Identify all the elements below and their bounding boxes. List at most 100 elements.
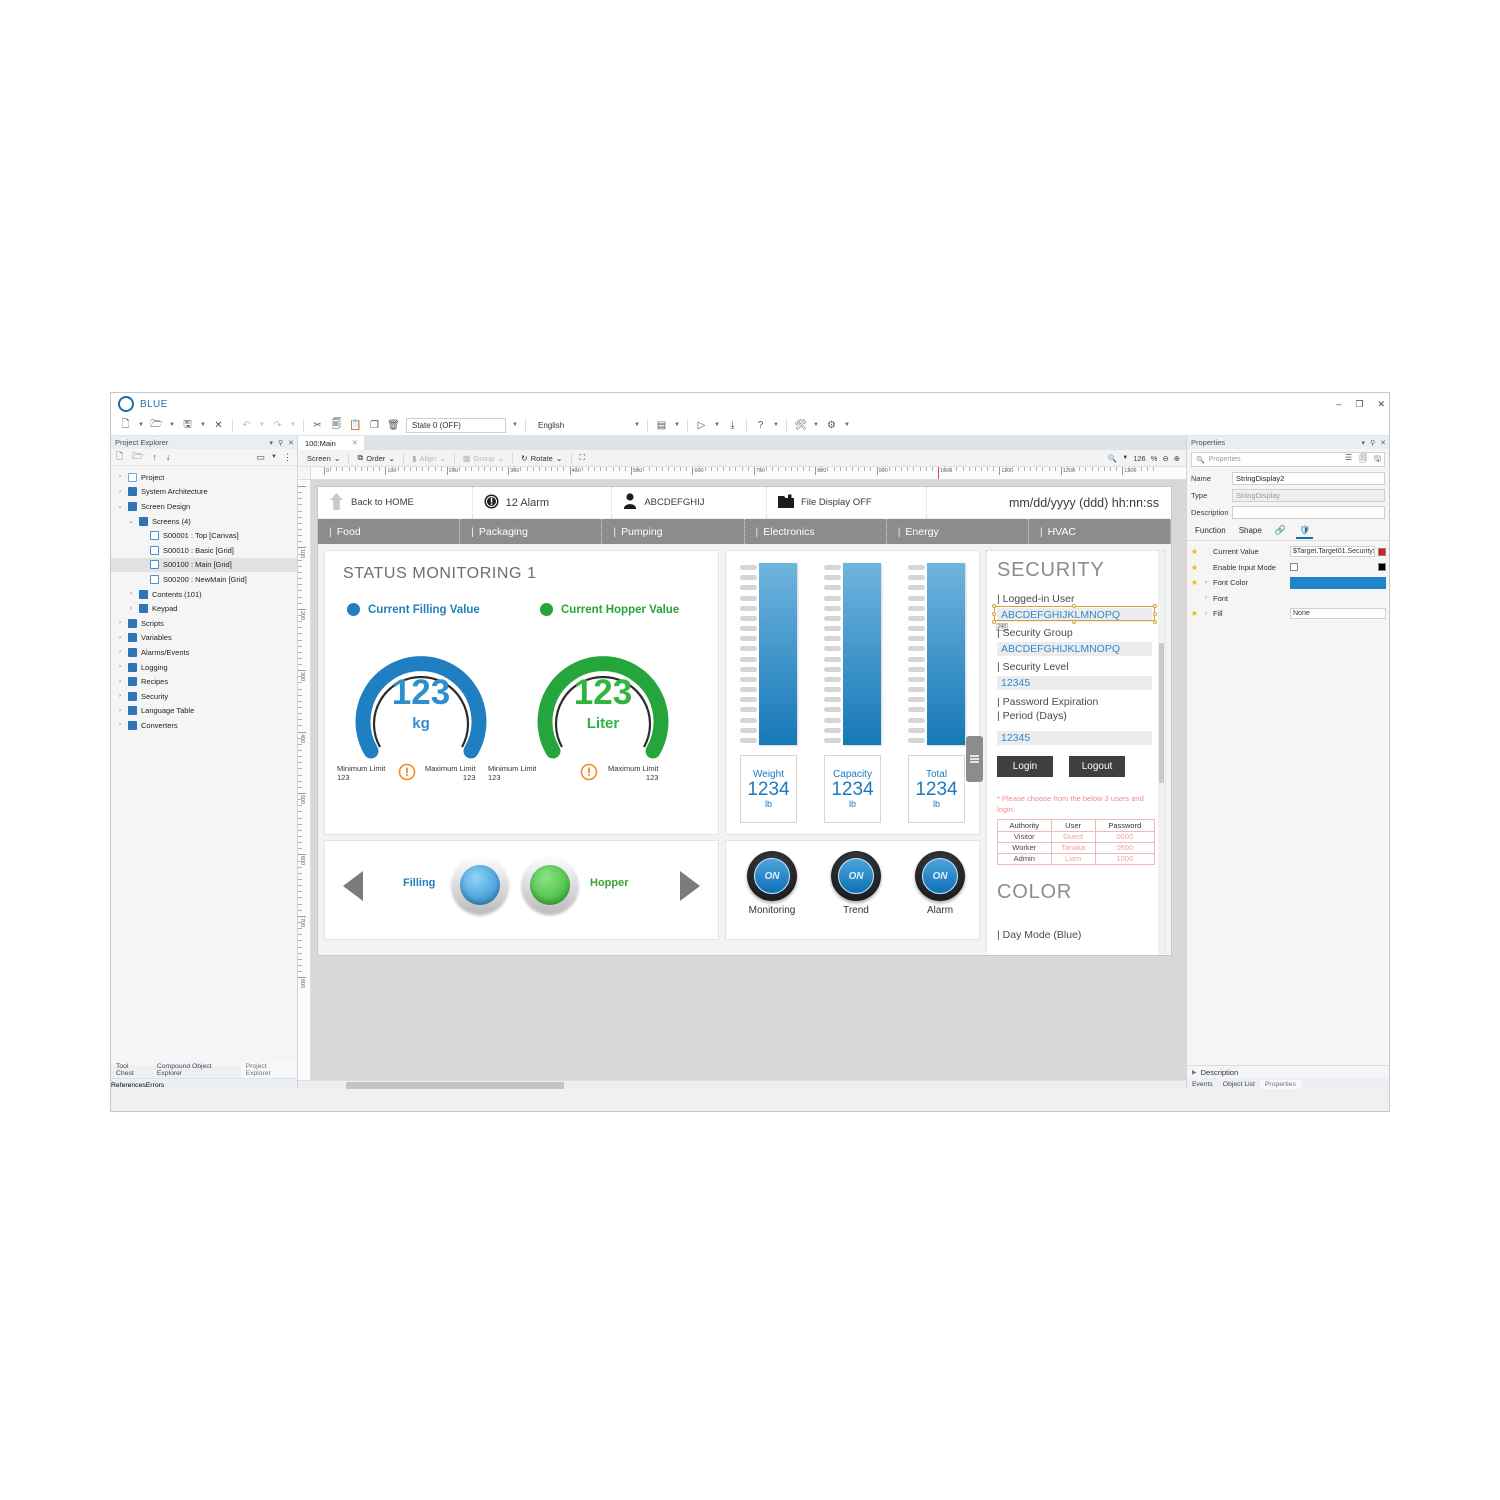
project-tree[interactable]: › Project › System Architecture ⌄ Screen Desi… [111,466,297,1066]
tools-icon[interactable]: 🛠 [794,419,807,431]
chevron-right-icon[interactable]: › [119,707,121,714]
cut-icon[interactable]: ✂ [313,419,322,431]
screen-menu[interactable]: Screen ⌄ [304,454,343,463]
selection-handle[interactable] [1153,612,1157,616]
tree-item-system-architecture[interactable]: › System Architecture [111,485,297,500]
help-chevron-down-icon[interactable]: ▼ [773,422,779,428]
chevron-right-icon[interactable]: › [119,678,121,685]
layout-chevron-down-icon[interactable]: ▼ [674,422,680,428]
save-properties-icon[interactable]: 🖫 [1374,453,1381,463]
settings-gear-icon[interactable]: ⚙ [827,419,836,431]
shield-icon[interactable]: 🛡 [1295,525,1315,539]
on-button-trend[interactable]: ON [831,851,881,901]
language-combo[interactable]: English [533,417,628,433]
new-file-icon[interactable]: 🗋 [121,418,130,430]
canvas-scroll-area[interactable]: Back to HOME 12 Alarm ABCDEFGHIJ File Displ… [311,480,1186,1080]
run-icon[interactable]: ▷ [697,419,706,431]
open-folder-icon[interactable]: 🗁 [150,418,163,430]
help-icon[interactable]: ? [757,419,764,431]
menu-item-electronics[interactable]: | Electronics [745,519,887,544]
drag-handle[interactable] [966,736,983,782]
copy-icon[interactable]: 🗐 [331,418,342,430]
menu-item-packaging[interactable]: | Packaging [460,519,603,544]
property-row-font-color[interactable]: ★ › Font Color [1187,575,1389,591]
language-combo-chevron-down-icon[interactable]: ▼ [634,422,640,428]
topbar-cell-12-alarm[interactable]: 12 Alarm [473,487,613,518]
chevron-right-icon[interactable]: › [130,591,132,598]
copy-properties-icon[interactable]: 🗐 [1359,453,1368,463]
tab-project-explorer[interactable]: Project Explorer [240,1061,297,1078]
chevron-down-icon[interactable]: ⌄ [117,503,123,510]
favorite-star-icon[interactable]: ★ [1190,562,1199,572]
security-level-value[interactable]: 12345 [997,676,1152,690]
topbar-cell-back-to-home[interactable]: Back to HOME [318,487,473,518]
hmi-screen[interactable]: Back to HOME 12 Alarm ABCDEFGHIJ File Displ… [317,486,1172,956]
panel-pin-icon[interactable]: ⚲ [277,439,284,447]
tab-compound-object-explorer[interactable]: Compound Object Explorer [156,1062,212,1077]
save-chevron-down-icon[interactable]: ▼ [200,422,206,428]
chevron-right-icon[interactable]: › [1205,579,1207,586]
canvas-horizontal-scrollbar[interactable] [298,1080,1186,1089]
order-chevron-down-icon[interactable]: ⌄ [388,453,396,463]
tab-properties[interactable]: Properties [1259,1079,1301,1089]
menu-item-hvac[interactable]: | HVAC [1029,519,1171,544]
selection-handle[interactable] [992,604,996,608]
panel-chevron-down-icon[interactable]: ▾ [269,439,273,447]
tree-item-contents-101[interactable]: › Contents (101) [111,587,297,602]
topbar-cell-mm-dd-yyyy-ddd-hh-nn-ss[interactable]: mm/dd/yyyy (ddd) hh:nn:ss [927,487,1171,518]
align-chevron-down-icon[interactable]: ⌄ [439,453,446,463]
new-file-chevron-down-icon[interactable]: ▼ [138,422,144,428]
move-down-icon[interactable]: ↓ [165,452,171,462]
open-item-icon[interactable]: 🗁 [132,451,144,461]
rotate-menu[interactable]: ↻ Rotate ⌄ [518,454,566,463]
left-arrow-icon[interactable] [343,871,363,901]
value-box-capacity[interactable]: Capacity 1234 lb [824,755,881,823]
logged-in-user-value[interactable]: ABCDEFGHIJKLMNOPQ [997,608,1152,622]
move-up-icon[interactable]: ↑ [152,452,157,462]
password-expiration-value[interactable]: 12345 [997,731,1152,745]
tree-item-project[interactable]: › Project [111,470,297,485]
description-chevron-right-icon[interactable]: ▶ [1192,1069,1197,1076]
chevron-right-icon[interactable]: › [119,649,121,656]
on-button-alarm[interactable]: ON [915,851,965,901]
tree-item-security[interactable]: › Security [111,689,297,704]
tools-chevron-down-icon[interactable]: ▼ [813,422,819,428]
scrollbar-thumb[interactable] [346,1082,564,1089]
tree-item-alarms-events[interactable]: › Alarms/Events [111,645,297,660]
order-menu[interactable]: ⧉ Order ⌄ [354,453,398,463]
value-box-weight[interactable]: Weight 1234 lb [740,755,797,823]
link-icon[interactable]: 🔗 [1274,525,1287,535]
chevron-right-icon[interactable]: › [119,488,121,495]
chevron-right-icon[interactable]: › [119,664,121,671]
tab-object-list[interactable]: Object List [1222,1080,1255,1088]
add-item-icon[interactable]: 🗋 [116,451,124,461]
tab-events[interactable]: Events [1192,1080,1213,1088]
tree-item-logging[interactable]: › Logging [111,660,297,675]
chevron-right-icon[interactable]: › [119,634,121,641]
delete-icon[interactable]: 🗑 [387,419,400,431]
tab-shape[interactable]: Shape [1238,526,1262,535]
name-field[interactable]: StringDisplay2 [1232,472,1385,485]
chevron-down-icon[interactable]: ⌄ [128,518,134,525]
filling-push-button[interactable] [452,857,508,913]
tree-item-recipes[interactable]: › Recipes [111,674,297,689]
rotate-chevron-down-icon[interactable]: ⌄ [555,453,563,463]
tree-item-language-table[interactable]: › Language Table [111,704,297,719]
favorite-star-icon[interactable]: ★ [1190,578,1199,588]
description-footer[interactable]: ▶ Description [1187,1065,1389,1078]
tree-item-screen-design[interactable]: ⌄ Screen Design [111,499,297,514]
close-x-icon[interactable]: ✕ [214,419,223,431]
chevron-right-icon[interactable]: › [119,722,121,729]
properties-search[interactable]: 🔍 Properties ☰ 🗐 🖫 [1191,452,1385,467]
view-mode-icon[interactable]: ▭ [256,451,266,462]
menu-item-energy[interactable]: | Energy [887,519,1029,544]
state-combo-chevron-down-icon[interactable]: ▼ [512,422,518,428]
selection-handle[interactable] [1072,604,1076,608]
favorite-star-icon[interactable]: ★ [1190,609,1199,619]
paste-icon[interactable]: 📋 [349,419,362,431]
menu-item-food[interactable]: | Food [318,519,461,544]
property-color-chip[interactable] [1378,563,1386,572]
tree-item-screens-4[interactable]: ⌄ Screens (4) [111,514,297,529]
panel-chevron-down-icon[interactable]: ▾ [1361,439,1365,447]
align-menu[interactable]: ▮ Align ⌄ [409,454,449,463]
